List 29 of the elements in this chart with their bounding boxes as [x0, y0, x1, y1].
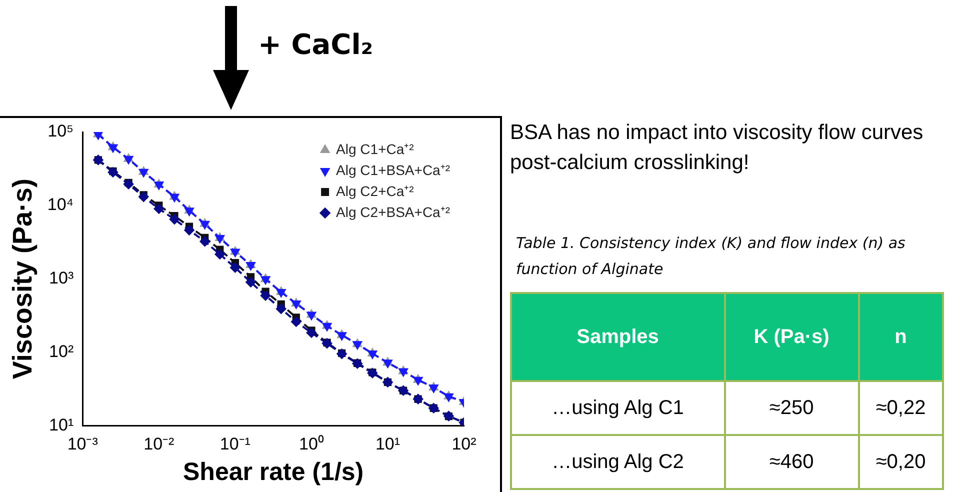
- y-tick-label: 10⁴: [47, 195, 74, 214]
- text: BSA has no impact into viscosity flow curves post-calcium crosslinking!: [510, 120, 924, 176]
- text: ≈460: [724, 435, 859, 489]
- legend-label: Alg C2+BSA+Ca⁺²: [336, 204, 450, 220]
- y-tick-label: 10⁵: [48, 122, 74, 141]
- text: + CaCl₂: [258, 28, 374, 61]
- text: Samples: [511, 293, 725, 381]
- legend-label: Alg C2+Ca⁺²: [336, 182, 414, 199]
- x-tick-label: 10²: [452, 434, 477, 454]
- text: …using Alg C2: [511, 435, 725, 489]
- x-tick-label: 10⁻³: [67, 434, 98, 454]
- text: ≈0,22: [858, 381, 943, 435]
- legend-label: Alg C1+BSA+Ca⁺²: [336, 162, 450, 178]
- text: ≈0,20: [858, 435, 943, 489]
- y-tick-label: 10²: [49, 342, 74, 361]
- x-axis-title: Shear rate (1/s): [182, 458, 364, 486]
- legend-label: Alg C1+Ca⁺²: [336, 140, 414, 157]
- caption: Table 1. Consistency index (K) and flow index (n) as function of Alginate: [516, 233, 906, 280]
- text: K (Pa·s): [724, 293, 859, 381]
- x-tick-label: 10⁻¹: [220, 434, 251, 454]
- y-axis-title: Viscosity (Pa·s): [8, 178, 38, 380]
- x-tick-label: 10⁻²: [144, 434, 175, 454]
- y-tick-label: 10¹: [49, 415, 74, 434]
- text: n: [858, 293, 943, 381]
- x-tick-label: 10¹: [375, 434, 400, 454]
- y-tick-label: 10³: [49, 268, 74, 288]
- text: …using Alg C1: [511, 381, 725, 435]
- x-tick-label: 10⁰: [298, 434, 324, 454]
- text: ≈250: [724, 381, 859, 435]
